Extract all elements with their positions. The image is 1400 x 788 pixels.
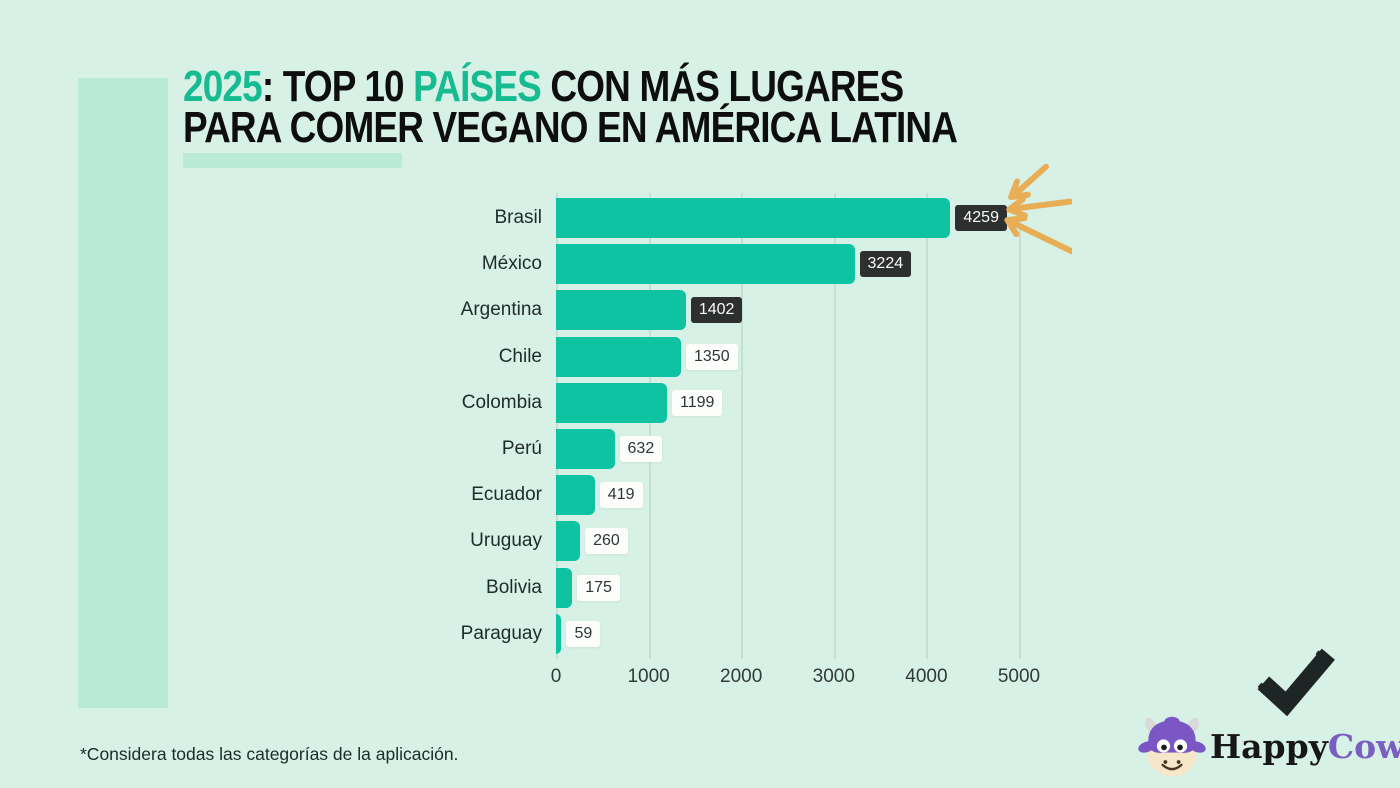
happycow-logo: HappyCow: [1138, 712, 1400, 780]
x-tick-label-2000: 2000: [720, 666, 763, 687]
title-accent-text: 2025: [183, 62, 263, 111]
x-tick-label-3000: 3000: [812, 666, 855, 687]
bar: [556, 382, 668, 423]
category-label-mexico: México: [481, 253, 542, 275]
value-label: 419: [599, 482, 643, 509]
bar-row: 1199: [556, 382, 1026, 423]
category-label-ecuador: Ecuador: [471, 484, 542, 506]
bar-row: 59: [556, 613, 1026, 654]
x-tick-label-5000: 5000: [997, 666, 1041, 687]
highlight-arrows-icon: [1004, 163, 1072, 255]
page-title: 2025: TOP 10 PAÍSES CON MÁS LUGARES PARA…: [183, 65, 958, 150]
bar-row: 1402: [556, 290, 1026, 331]
value-label: 1402: [690, 297, 743, 324]
bar-row: 260: [556, 521, 1026, 562]
x-tick-label-0: 0: [550, 666, 562, 687]
title-line1: 2025: TOP 10 PAÍSES CON MÁS LUGARES: [183, 62, 904, 111]
category-label-uruguay: Uruguay: [470, 530, 542, 552]
bar: [556, 613, 562, 654]
title-underline-decor: [183, 153, 402, 168]
title-accent-text: PAÍSES: [413, 62, 542, 111]
bar-row: 175: [556, 567, 1026, 608]
bar: [556, 521, 581, 562]
bar-row: 632: [556, 429, 1026, 469]
category-label-bolivia: Bolivia: [486, 576, 542, 598]
category-label-brasil: Brasil: [494, 207, 542, 228]
checkmark-icon: [1257, 648, 1335, 716]
bar: [556, 244, 855, 285]
category-label-chile: Chile: [498, 345, 542, 367]
category-label-peru: Perú: [501, 438, 542, 459]
left-decor-panel: [78, 78, 168, 708]
gridline-1000: [648, 193, 651, 659]
happycow-wordmark: HappyCow: [1210, 727, 1400, 766]
value-label: 175: [577, 574, 620, 601]
bar-row: 1350: [556, 336, 1026, 377]
bar-row: 419: [556, 475, 1026, 516]
gridline-0: [556, 193, 558, 659]
bar: [556, 567, 573, 608]
bar: [556, 429, 615, 469]
category-label-argentina: Argentina: [460, 299, 542, 321]
bar: [556, 290, 686, 331]
value-label: 1350: [686, 343, 738, 370]
category-label-paraguay: Paraguay: [460, 622, 542, 644]
x-tick-label-1000: 1000: [627, 666, 670, 687]
bar: [556, 475, 595, 516]
value-label: 59: [566, 620, 601, 647]
title-text: CON MÁS LUGARES: [540, 62, 904, 111]
value-label: 632: [619, 436, 663, 462]
footnote: *Considera todas las categorías de la ap…: [80, 744, 459, 764]
title-line2: PARA COMER VEGANO EN AMÉRICA LATINA: [183, 103, 958, 152]
title-text: : TOP 10: [261, 62, 414, 111]
value-label: 4259: [955, 205, 1007, 231]
value-label: 260: [585, 528, 628, 555]
gridline-4000: [926, 193, 929, 659]
bar: [556, 336, 681, 377]
logo-word-cow: Cow: [1327, 726, 1400, 766]
bar: [556, 198, 951, 238]
bar-row: 3224: [556, 244, 1026, 285]
x-tick-label-4000: 4000: [905, 666, 948, 687]
gridline-5000: [1019, 193, 1021, 659]
category-label-colombia: Colombia: [461, 391, 542, 413]
gridline-3000: [833, 193, 836, 659]
bar-chart: 0 1000 2000 3000 4000 5000 4259 3224 1402 1350 119…: [551, 193, 1040, 687]
value-label: 3224: [859, 251, 912, 278]
cow-icon: [1138, 716, 1206, 777]
bar-row: 4259: [556, 198, 1026, 238]
logo-word-happy: Happy: [1210, 726, 1328, 766]
value-label: 1199: [672, 389, 723, 416]
gridline-2000: [741, 193, 744, 659]
